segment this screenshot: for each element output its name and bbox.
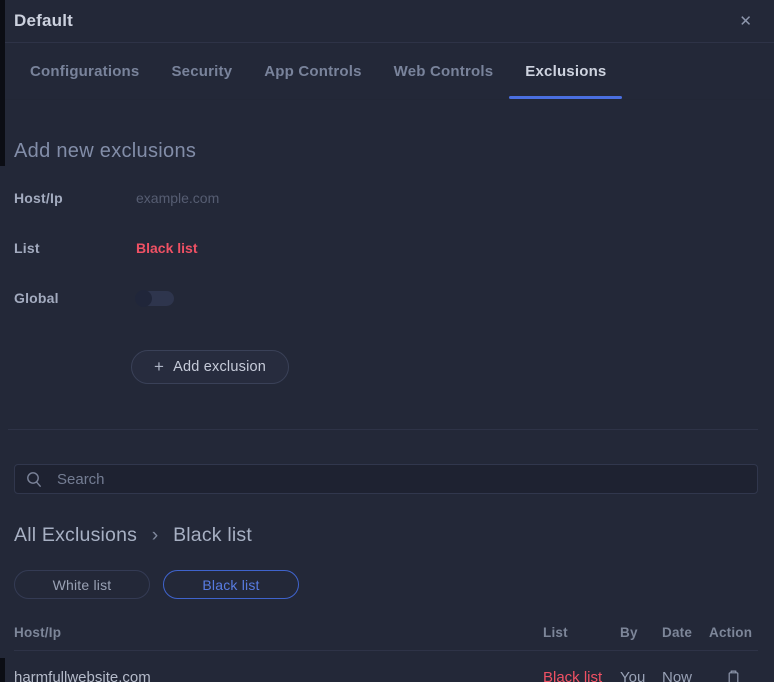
row-action-cell: [709, 667, 758, 682]
modal-content: Add new exclusions Host/Ip List Black li…: [0, 140, 774, 682]
search-input[interactable]: [55, 469, 746, 489]
close-icon[interactable]: ✕: [735, 10, 756, 33]
column-header-list: List: [543, 625, 568, 640]
global-toggle[interactable]: [135, 289, 174, 307]
trash-icon: [728, 670, 739, 682]
add-exclusion-button-label: Add exclusion: [173, 358, 267, 375]
table-header-row: Host/Ip List By Date Action: [14, 625, 758, 651]
section-divider: [8, 429, 758, 430]
list-select[interactable]: Black list: [136, 240, 198, 256]
host-ip-label: Host/Ip: [14, 190, 63, 206]
tab-bar: Configurations Security App Controls Web…: [0, 43, 774, 100]
row-host-value: harmfullwebsite.com: [14, 669, 151, 682]
row-by-value: You: [620, 669, 646, 682]
modal-title: Default: [14, 11, 74, 30]
search-box[interactable]: [14, 464, 758, 494]
white-list-filter-button[interactable]: White list: [14, 570, 150, 599]
global-row: Global: [14, 289, 758, 307]
add-exclusion-button[interactable]: + Add exclusion: [131, 350, 290, 384]
breadcrumb-current-list: Black list: [173, 524, 252, 546]
global-label: Global: [14, 290, 59, 306]
tab-exclusions[interactable]: Exclusions: [509, 43, 623, 99]
list-filter-group: White list Black list: [14, 570, 758, 599]
modal-header: Default ✕: [0, 0, 774, 43]
tab-web-controls[interactable]: Web Controls: [393, 62, 494, 80]
add-exclusion-form: Host/Ip List Black list Global + Add exc…: [14, 190, 758, 384]
backdrop-sliver-bottom-left: [0, 658, 5, 682]
row-date-value: Now: [662, 669, 693, 682]
tab-configurations[interactable]: Configurations: [30, 62, 140, 80]
row-list-value: Black list: [543, 669, 603, 682]
exclusions-table: Host/Ip List By Date Action harmfullwebs…: [14, 625, 758, 682]
column-header-host: Host/Ip: [14, 625, 62, 640]
tab-security[interactable]: Security: [171, 62, 233, 80]
table-row: harmfullwebsite.com Black list You Now: [14, 651, 758, 682]
plus-icon: +: [154, 357, 165, 376]
black-list-filter-button[interactable]: Black list: [163, 570, 299, 599]
host-ip-row: Host/Ip: [14, 190, 758, 206]
column-header-action: Action: [709, 625, 753, 640]
column-header-date: Date: [662, 625, 693, 640]
toggle-knob-icon: [135, 289, 152, 307]
delete-exclusion-button[interactable]: [724, 667, 743, 682]
backdrop-sliver-top-left: [0, 0, 5, 166]
tab-app-controls[interactable]: App Controls: [264, 62, 362, 80]
list-label: List: [14, 240, 40, 256]
add-exclusions-heading: Add new exclusions: [14, 140, 197, 162]
column-header-by: By: [620, 625, 638, 640]
breadcrumb: All Exclusions › Black list: [14, 524, 758, 547]
list-row: List Black list: [14, 240, 758, 256]
search-icon: [26, 471, 43, 488]
chevron-right-icon: ›: [151, 524, 159, 546]
host-ip-input[interactable]: [136, 190, 456, 206]
breadcrumb-all-exclusions[interactable]: All Exclusions: [14, 524, 138, 546]
